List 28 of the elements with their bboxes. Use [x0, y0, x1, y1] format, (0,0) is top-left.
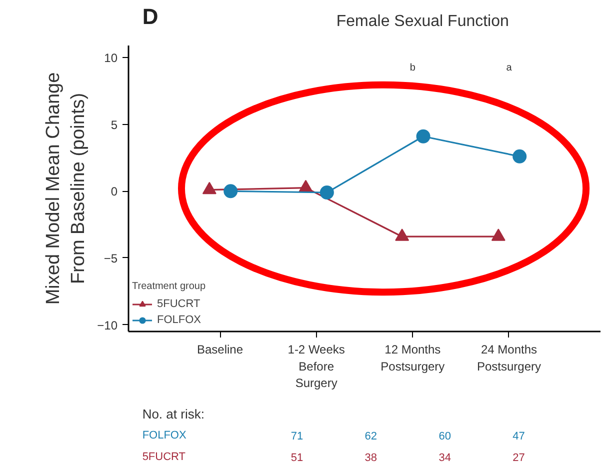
chart-title: Female Sexual Function [336, 13, 509, 30]
x-tick-label: 1-2 Weeks Before Surgery [288, 342, 345, 390]
legend-label: FOLFOX [157, 313, 202, 327]
text: 62 [364, 430, 378, 443]
y-axis-title: Mixed Model Mean Change From Baseline (points) [42, 72, 90, 305]
text: 51 [290, 452, 304, 464]
y-tick-label: −5 [104, 251, 118, 266]
annotation: b [410, 62, 416, 74]
text: 71 [290, 430, 304, 443]
text: 27 [512, 452, 525, 464]
y-tick-label: 5 [110, 118, 118, 132]
text: 34 [438, 452, 451, 464]
y-tick-label: 10 [104, 51, 118, 66]
y-tick-label: −10 [97, 318, 118, 332]
text: 5FUCRT [142, 451, 186, 464]
text: 47 [512, 430, 525, 443]
text: D [142, 4, 158, 29]
y-tick-label: 0 [110, 184, 118, 199]
text: FOLFOX [142, 430, 187, 442]
x-tick-label: Baseline [196, 342, 244, 356]
x-tick-label: 24 Months Postsurgery [476, 342, 542, 374]
x-tick-label: 12 Months Postsurgery [380, 342, 445, 374]
legend-title: Treatment group [132, 281, 206, 292]
text: No. at risk: [142, 406, 204, 422]
text: 60 [438, 430, 451, 443]
annotation: a [506, 62, 512, 74]
legend-label: 5FUCRT [157, 297, 200, 311]
text: 38 [364, 452, 378, 464]
